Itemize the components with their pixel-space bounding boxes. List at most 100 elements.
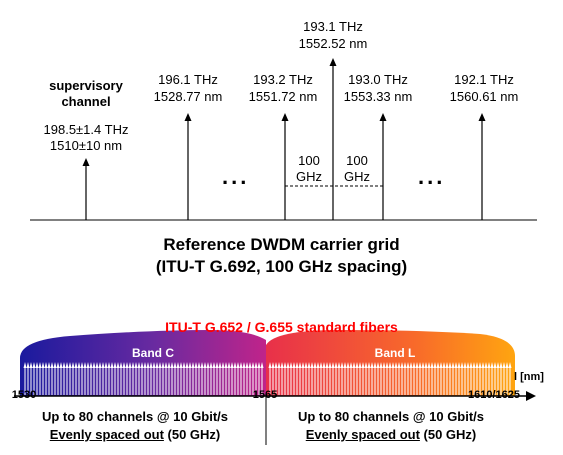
channel-arrowhead — [286, 362, 290, 368]
channel-arrowhead — [484, 362, 488, 368]
tick-1530: 1530 — [11, 389, 37, 401]
carrier-wavelength-1930: 1553.33 nm — [343, 89, 413, 104]
channel-arrowhead — [155, 362, 159, 368]
channel-arrowhead — [230, 362, 234, 368]
channel-arrowhead — [65, 362, 69, 368]
channel-arrowhead — [481, 362, 485, 368]
channel-arrowhead — [412, 362, 416, 368]
channel-arrowhead — [466, 362, 470, 368]
channel-arrowhead — [460, 362, 464, 368]
channel-arrowhead — [86, 362, 90, 368]
channel-arrowhead — [487, 362, 491, 368]
axis-unit: l [nm] — [514, 371, 544, 383]
channel-arrowhead — [343, 362, 347, 368]
tick-1565: 1565 — [252, 389, 278, 401]
channel-arrowhead — [104, 362, 108, 368]
supervisory-carrier-arrow — [82, 158, 90, 166]
channel-arrowhead — [418, 362, 422, 368]
channel-arrowhead — [203, 362, 207, 368]
channel-arrowhead — [301, 362, 305, 368]
channel-arrowhead — [349, 362, 353, 368]
band-l-info-line1: Up to 80 channels @ 10 Gbit/s — [297, 409, 485, 424]
carrier-arrow-1931 — [329, 58, 337, 66]
spacing-left-unit: GHz — [296, 169, 322, 184]
channel-arrowhead — [463, 362, 467, 368]
channel-arrowhead — [337, 362, 341, 368]
channel-arrowhead — [457, 362, 461, 368]
channel-arrowhead — [215, 362, 219, 368]
carrier-arrow-1930 — [379, 113, 387, 121]
channel-arrowhead — [508, 362, 512, 368]
channel-arrowhead — [382, 362, 386, 368]
channel-arrowhead — [334, 362, 338, 368]
channel-arrowhead — [47, 362, 51, 368]
channel-arrowhead — [361, 362, 365, 368]
channel-arrowhead — [194, 362, 198, 368]
channel-arrowhead — [59, 362, 63, 368]
channel-arrowhead — [179, 362, 183, 368]
channel-arrowhead — [143, 362, 147, 368]
channel-arrowhead — [101, 362, 105, 368]
channel-arrowhead — [376, 362, 380, 368]
channel-arrowhead — [304, 362, 308, 368]
carrier-lines — [184, 58, 486, 220]
channel-arrowhead — [355, 362, 359, 368]
channel-arrowhead — [95, 362, 99, 368]
channel-arrowhead — [113, 362, 117, 368]
carrier-wavelength-1961: 1528.77 nm — [153, 89, 223, 104]
channel-arrowhead — [403, 362, 407, 368]
carrier-arrow-1932 — [281, 113, 289, 121]
channel-arrowhead — [352, 362, 356, 368]
channel-arrowhead — [107, 362, 111, 368]
channel-arrowhead — [388, 362, 392, 368]
tick-1610-1625: 1610/1625 — [468, 389, 520, 401]
channel-arrowhead — [62, 362, 66, 368]
channel-arrowhead — [29, 362, 33, 368]
channel-arrowhead — [310, 362, 314, 368]
supervisory-frequency: 198.5±1.4 THz — [43, 122, 129, 137]
channel-arrowhead — [173, 362, 177, 368]
channel-arrowhead — [331, 362, 335, 368]
channel-arrowhead — [239, 362, 243, 368]
channel-arrowhead — [493, 362, 497, 368]
channel-arrowhead — [53, 362, 57, 368]
band-c-info-line2: Evenly spaced out (50 GHz) — [20, 427, 250, 443]
channel-arrowhead — [373, 362, 377, 368]
channel-arrowhead — [23, 362, 27, 368]
channel-arrowhead — [26, 362, 30, 368]
channel-arrowhead — [44, 362, 48, 368]
channel-arrowhead — [176, 362, 180, 368]
channel-arrowhead — [200, 362, 204, 368]
channel-arrowhead — [50, 362, 54, 368]
channel-comb — [23, 362, 512, 395]
channel-arrowhead — [224, 362, 228, 368]
channel-arrowhead — [131, 362, 135, 368]
carrier-frequency-1931: 193.1 THz — [303, 19, 363, 34]
channel-arrowhead — [370, 362, 374, 368]
channel-arrowhead — [146, 362, 150, 368]
spacing-right-unit: GHz — [344, 169, 370, 184]
channel-arrowhead — [74, 362, 78, 368]
channel-arrowhead — [140, 362, 144, 368]
fiber-title: ITU-T G.652 / G.655 standard fibers — [165, 319, 398, 335]
channel-arrowhead — [379, 362, 383, 368]
channel-arrowhead — [149, 362, 153, 368]
channel-arrowhead — [212, 362, 216, 368]
spacing-left-value: 100 — [298, 153, 320, 168]
band-l-name: Band L — [374, 346, 416, 360]
carrier-frequency-1932: 193.2 THz — [253, 72, 313, 87]
carrier-frequency-1961: 196.1 THz — [158, 72, 218, 87]
channel-arrowhead — [68, 362, 72, 368]
channel-arrowhead — [152, 362, 156, 368]
channel-arrowhead — [134, 362, 138, 368]
channel-arrowhead — [218, 362, 222, 368]
carrier-wavelength-1931: 1552.52 nm — [298, 36, 368, 51]
supervisory-label-line2: channel — [61, 94, 111, 109]
channel-arrowhead — [167, 362, 171, 368]
channel-arrowhead — [325, 362, 329, 368]
channel-arrowhead — [80, 362, 84, 368]
channel-arrowhead — [358, 362, 362, 368]
channel-arrowhead — [197, 362, 201, 368]
channel-arrowhead — [164, 362, 168, 368]
